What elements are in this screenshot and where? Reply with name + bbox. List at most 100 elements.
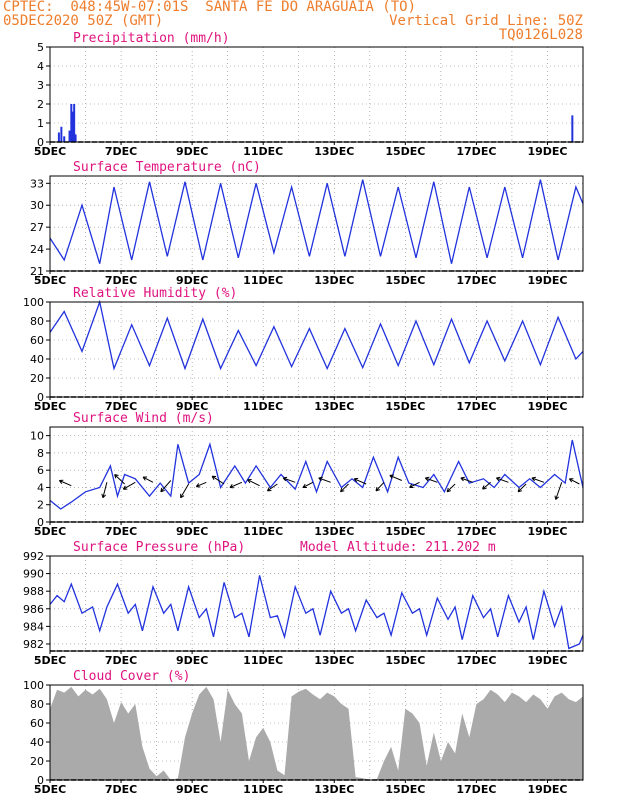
x-tick-label: 15DEC — [385, 525, 425, 538]
y-tick-label: 0 — [37, 516, 44, 529]
y-tick-label: 100 — [23, 679, 44, 692]
precip-bar — [71, 111, 74, 142]
y-tick-label: 4 — [37, 60, 44, 73]
precip-bar — [68, 130, 71, 142]
x-tick-label: 9DEC — [176, 654, 208, 667]
wind-vector — [389, 474, 402, 481]
x-tick-label: 9DEC — [176, 525, 208, 538]
y-tick-label: 20 — [30, 755, 44, 768]
series-line — [49, 575, 584, 650]
x-tick-label: 7DEC — [105, 654, 137, 667]
wind-vector — [101, 482, 108, 499]
y-tick-label: 1 — [37, 117, 44, 130]
y-tick-label: 40 — [30, 736, 44, 749]
x-tick-label: 11DEC — [243, 525, 283, 538]
wind-vector — [229, 481, 243, 489]
x-tick-label: 17DEC — [456, 783, 496, 796]
x-tick-label: 13DEC — [314, 783, 354, 796]
y-tick-label: 40 — [30, 353, 44, 366]
x-tick-label: 7DEC — [105, 783, 137, 796]
y-tick-label: 24 — [30, 243, 44, 256]
wind-vector — [568, 478, 580, 485]
y-tick-label: 0 — [37, 774, 44, 787]
x-tick-label: 11DEC — [243, 654, 283, 667]
x-tick-label: 11DEC — [243, 145, 283, 158]
precip-bar — [57, 132, 60, 142]
x-tick-label: 19DEC — [527, 654, 567, 667]
wind-vector — [195, 481, 207, 488]
header-grid-note: Vertical Grid Line: 50Z — [389, 13, 583, 29]
x-tick-label: 9DEC — [176, 400, 208, 413]
wind-vector — [482, 481, 491, 490]
cloud-cover-area — [50, 686, 583, 780]
wind-vector — [353, 477, 367, 485]
wind-vector — [302, 481, 314, 488]
y-tick-label: 80 — [30, 698, 44, 711]
y-tick-label: 992 — [23, 550, 44, 563]
y-tick-label: 3 — [37, 79, 44, 92]
y-tick-label: 984 — [23, 620, 44, 633]
wind-vector — [531, 476, 545, 483]
y-tick-label: 80 — [30, 315, 44, 328]
panel-frame — [49, 46, 584, 143]
x-tick-label: 5DEC — [34, 145, 66, 158]
y-tick-label: 100 — [23, 296, 44, 309]
header-model-code: TQ0126L028 — [498, 27, 583, 43]
y-tick-label: 982 — [23, 638, 44, 651]
x-tick-label: 19DEC — [527, 783, 567, 796]
x-tick-label: 15DEC — [385, 400, 425, 413]
x-tick-label: 5DEC — [34, 654, 66, 667]
wind-vector — [180, 483, 190, 499]
y-tick-label: 5 — [37, 41, 44, 54]
x-tick-label: 19DEC — [527, 145, 567, 158]
x-tick-label: 7DEC — [105, 525, 137, 538]
x-tick-label: 11DEC — [243, 400, 283, 413]
x-tick-label: 17DEC — [456, 274, 496, 287]
wind-vector — [517, 483, 527, 493]
y-tick-label: 2 — [37, 499, 44, 512]
y-tick-label: 988 — [23, 585, 44, 598]
y-tick-label: 33 — [30, 177, 44, 190]
x-tick-label: 5DEC — [34, 783, 66, 796]
x-tick-label: 13DEC — [314, 654, 354, 667]
y-tick-label: 0 — [37, 391, 44, 404]
x-tick-label: 17DEC — [456, 654, 496, 667]
wind-vector — [554, 482, 563, 500]
y-tick-label: 0 — [37, 136, 44, 149]
header-datetime: 05DEC2020 50Z (GMT) — [3, 13, 164, 29]
wind-vector — [247, 479, 260, 487]
y-tick-label: 60 — [30, 334, 44, 347]
panel-frame — [49, 301, 584, 398]
wind-vector — [142, 476, 154, 483]
wind-vector — [122, 481, 136, 490]
x-tick-label: 11DEC — [243, 274, 283, 287]
wind-vector — [424, 476, 438, 483]
panel-title: Cloud Cover (%) — [73, 669, 190, 684]
wind-vector — [409, 481, 420, 488]
x-tick-label: 7DEC — [105, 274, 137, 287]
wind-vector — [340, 483, 349, 493]
y-tick-label: 986 — [23, 603, 44, 616]
precip-bar — [73, 104, 76, 142]
series-line — [49, 299, 584, 371]
precip-bar — [74, 134, 77, 142]
wind-vector — [282, 476, 296, 483]
series-line — [49, 179, 584, 264]
x-tick-label: 5DEC — [34, 400, 66, 413]
y-tick-label: 27 — [30, 221, 44, 234]
precip-bar — [60, 126, 63, 142]
x-tick-label: 7DEC — [105, 400, 137, 413]
x-tick-label: 15DEC — [385, 145, 425, 158]
wind-vector — [446, 483, 456, 493]
series-line — [49, 439, 584, 510]
precip-bar — [63, 136, 66, 142]
x-tick-label: 5DEC — [34, 274, 66, 287]
panel-title: Surface Temperature (nC) — [73, 160, 261, 175]
y-tick-label: 6 — [37, 464, 44, 477]
wind-vector — [460, 476, 473, 483]
panel-title: Precipitation (mm/h) — [73, 31, 230, 46]
wind-vector — [318, 476, 331, 483]
wind-vector — [266, 483, 278, 492]
header-station: CPTEC: 048:45W-07:01S SANTA FE DO ARAGUA… — [3, 0, 417, 15]
